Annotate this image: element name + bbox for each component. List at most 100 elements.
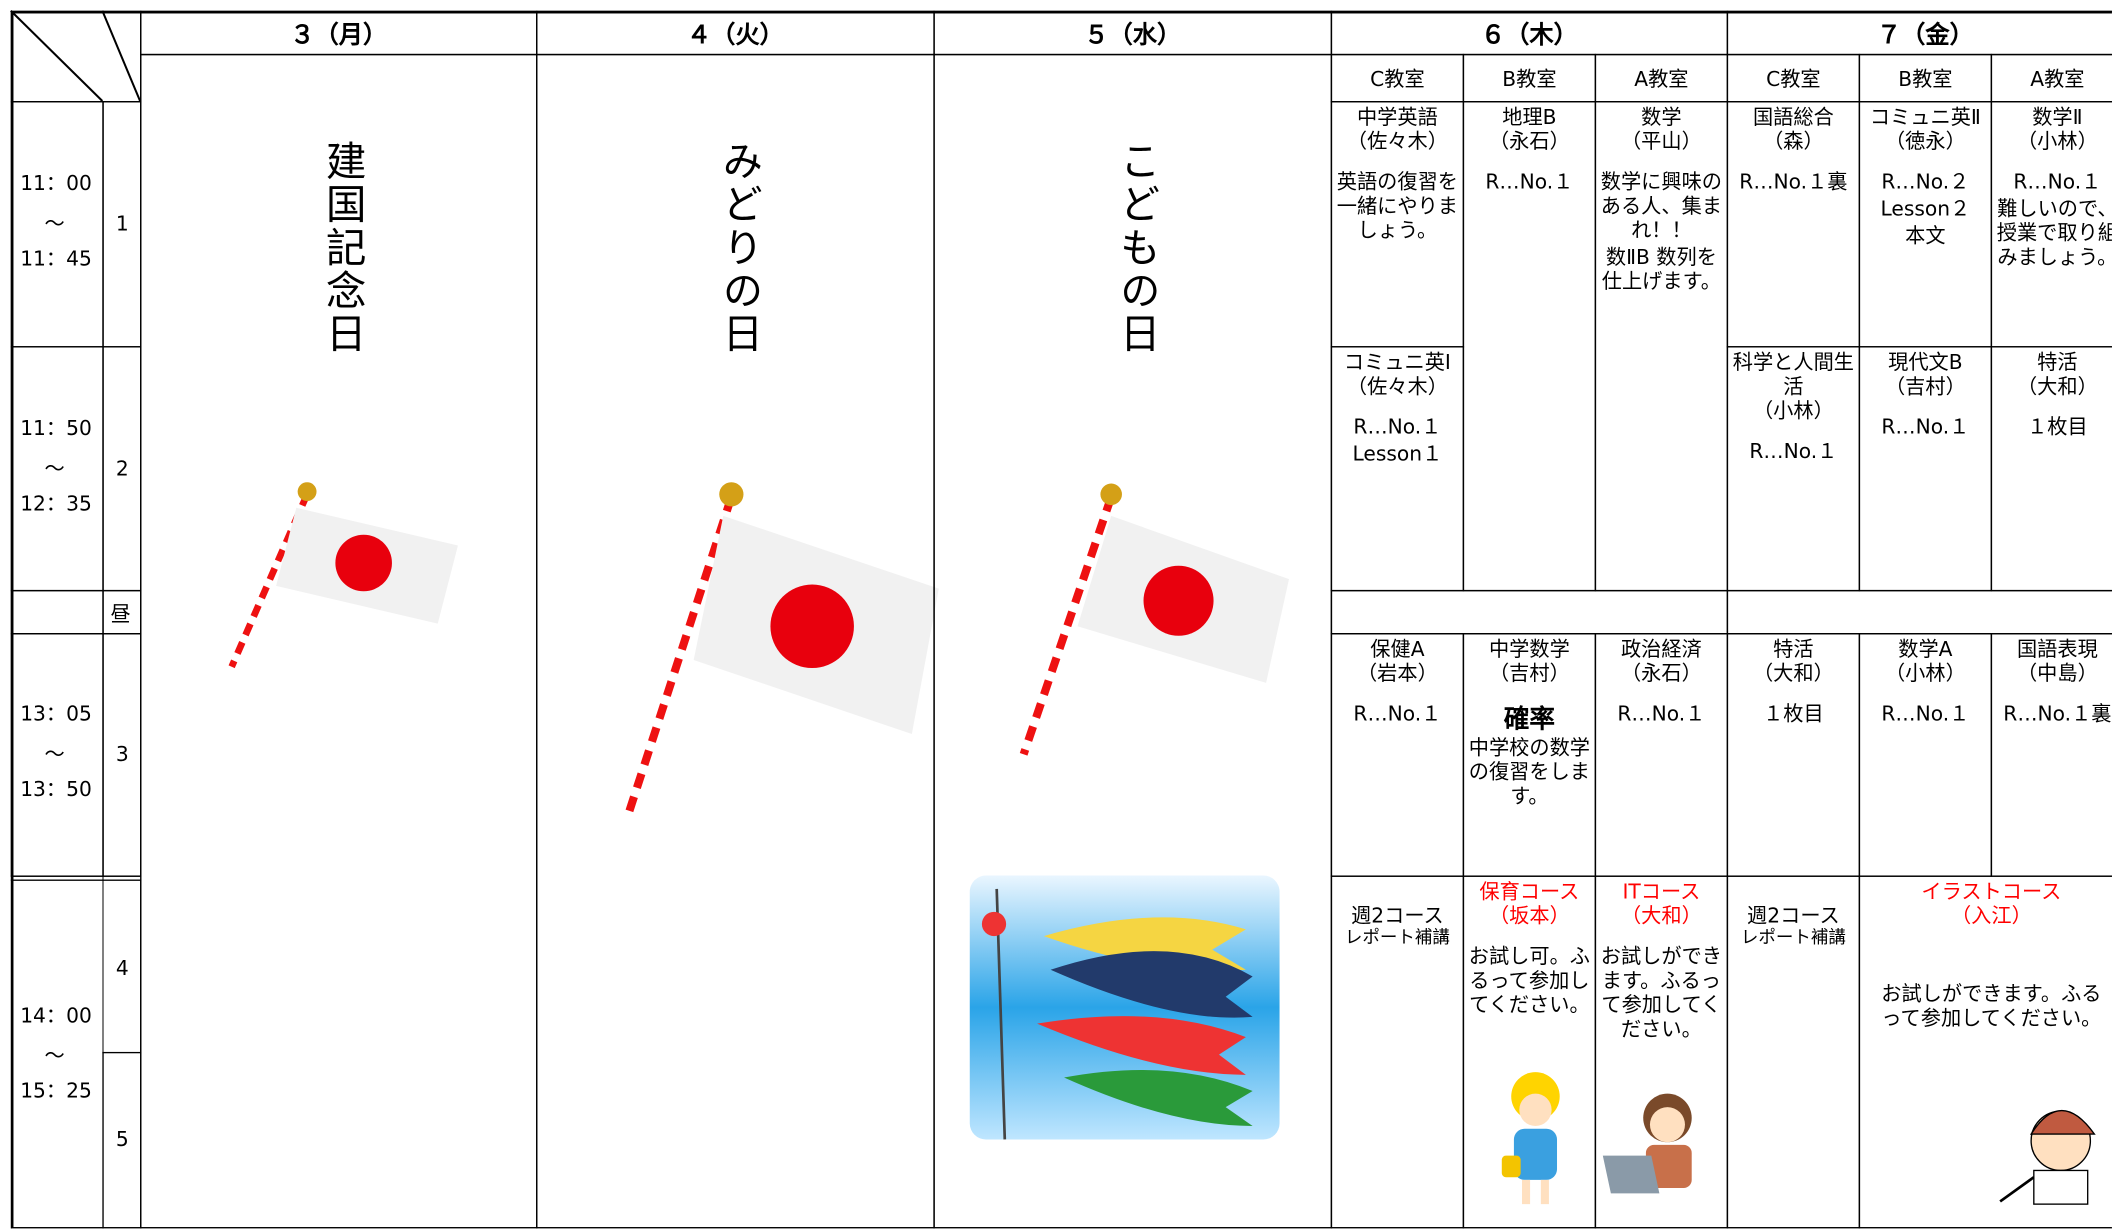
note: R…No.１ bbox=[1485, 169, 1574, 194]
class-cell: 政治経済 （永石） R…No.１ bbox=[1594, 633, 1729, 877]
day-header: ７（金） bbox=[1726, 10, 2112, 56]
note: R…No.１ bbox=[2013, 169, 2102, 194]
teacher: （永石） bbox=[1620, 661, 1702, 686]
lunch-time-cell bbox=[10, 589, 104, 635]
teacher: （徳永） bbox=[1884, 129, 1966, 154]
subject: 科学と人間生活 bbox=[1732, 350, 1855, 399]
note: 難しいので、授業で取り組みましょう。 bbox=[1996, 196, 2112, 270]
class-cell: コミュニ英Ⅰ （佐々木） R…No.１ Lesson１ bbox=[1330, 346, 1465, 592]
note: 週2コース bbox=[1351, 903, 1444, 929]
class-cell: 中学英語 （佐々木） 英語の復習を一緒にやりましょう。 bbox=[1330, 101, 1465, 348]
time-cell: 13：05 ～ 13：50 bbox=[10, 633, 104, 877]
teacher: （小林） bbox=[2016, 129, 2098, 154]
subject: 数学Ⅱ bbox=[2032, 105, 2083, 130]
time-cell: 11：00 ～ 11：45 bbox=[10, 101, 104, 348]
subject: コミュニ英Ⅰ bbox=[1343, 350, 1451, 375]
subject: 特活 bbox=[1773, 637, 1814, 662]
teacher: （平山） bbox=[1620, 129, 1702, 154]
note: お試しができます。ふるって参加してください。 bbox=[1600, 944, 1723, 1042]
teacher: （吉村） bbox=[1488, 661, 1570, 686]
corner-diagonals bbox=[10, 10, 142, 102]
lunch-gap bbox=[1330, 589, 1729, 635]
time-tilde: ～ bbox=[44, 211, 65, 236]
topic: 確率 bbox=[1503, 704, 1555, 735]
class-cell: 週2コース レポート補講 bbox=[1330, 875, 1465, 1229]
period-cell: 3 bbox=[102, 633, 142, 877]
subject: ITコース bbox=[1622, 879, 1701, 904]
teacher: （佐々木） bbox=[1346, 374, 1448, 399]
class-cell: 特活 （大和） １枚目 bbox=[1990, 346, 2112, 592]
room-header: A教室 bbox=[1990, 53, 2112, 103]
teacher: （大和） bbox=[1620, 903, 1702, 929]
teacher: （大和） bbox=[2016, 374, 2098, 399]
teacher: （小林） bbox=[1752, 398, 1834, 423]
note: R…No.２ bbox=[1881, 169, 1970, 194]
note: お試し可。ふるって参加してください。 bbox=[1468, 944, 1591, 1017]
class-cell: 国語表現 （中島） R…No.１裏 bbox=[1990, 633, 2112, 877]
room-header: B教室 bbox=[1858, 53, 1993, 103]
subject: 地理B bbox=[1502, 105, 1557, 130]
teacher: （佐々木） bbox=[1346, 129, 1448, 154]
flag-illustration bbox=[625, 482, 939, 814]
class-cell: 週2コース レポート補講 bbox=[1726, 875, 1861, 1229]
teacher: （坂本） bbox=[1488, 903, 1570, 929]
time-end: 11：45 bbox=[20, 246, 92, 271]
subject: 数学 bbox=[1641, 105, 1682, 130]
holiday-name: 建国記念日 bbox=[317, 140, 366, 356]
time-end: 13：50 bbox=[20, 777, 92, 802]
koinobori-illustration bbox=[969, 875, 1280, 1140]
child-illustration bbox=[1501, 1072, 1560, 1205]
teacher: （永石） bbox=[1488, 129, 1570, 154]
day-header: ３（月） bbox=[140, 10, 538, 56]
time-tilde: ～ bbox=[44, 742, 65, 767]
teacher: （入江） bbox=[1950, 903, 2032, 929]
subject: 国語総合 bbox=[1752, 105, 1834, 130]
note: 数学に興味のある人、集まれ！！ bbox=[1600, 169, 1723, 243]
time-start: 13：05 bbox=[20, 701, 92, 726]
note: R…No.１ bbox=[1617, 701, 1706, 726]
class-cell: 保育コース （坂本） お試し可。ふるって参加してください。 bbox=[1462, 875, 1597, 1229]
subject: 数学A bbox=[1898, 637, 1953, 662]
class-cell: 中学数学 （吉村） 確率 中学校の数学の復習をします。 bbox=[1462, 633, 1597, 877]
time-cell: 11：50 ～ 12：35 bbox=[10, 346, 104, 592]
class-cell: 科学と人間生活 （小林） R…No.１ bbox=[1726, 346, 1861, 592]
subject: イラストコース bbox=[1921, 879, 2062, 904]
note: 数ⅡB 数列を仕上げます。 bbox=[1601, 245, 1722, 294]
note: 本文 bbox=[1905, 223, 1946, 248]
computer-illustration bbox=[1602, 1093, 1692, 1194]
time-start: 11：50 bbox=[20, 415, 92, 440]
class-cell: 保健A （岩本） R…No.１ bbox=[1330, 633, 1465, 877]
time-tilde: ～ bbox=[44, 455, 65, 481]
note: レポート補講 bbox=[1344, 928, 1450, 949]
note: 英語の復習を一緒にやりましょう。 bbox=[1336, 169, 1459, 243]
class-cell: 数学A （小林） R…No.１ bbox=[1858, 633, 1993, 877]
teacher: （大和） bbox=[1752, 661, 1834, 686]
time-start: 11：00 bbox=[20, 171, 92, 196]
note: R…No.１ bbox=[1749, 439, 1838, 464]
table-frame bbox=[10, 10, 2112, 1229]
subject: 政治経済 bbox=[1620, 637, 1702, 662]
lunch-cell: 昼 bbox=[102, 589, 142, 635]
room-header: B教室 bbox=[1462, 53, 1597, 103]
note: R…No.１ bbox=[1881, 701, 1970, 726]
subject: 保健A bbox=[1370, 637, 1425, 662]
teacher: （小林） bbox=[1884, 661, 1966, 686]
time-end: 15：25 bbox=[20, 1078, 92, 1104]
holiday-name: こどもの日 bbox=[1111, 140, 1160, 356]
note: お試しができます。ふるって参加してください。 bbox=[1881, 981, 2102, 1031]
period-number: 3 bbox=[115, 742, 129, 767]
room-header: A教室 bbox=[1594, 53, 1729, 103]
class-cell: イラストコース （入江） お試しができます。ふるって参加してください。 bbox=[1858, 875, 2112, 1229]
holiday-name: みどりの日 bbox=[714, 140, 762, 356]
note: １枚目 bbox=[2027, 414, 2088, 440]
note: 中学校の数学の復習をします。 bbox=[1468, 735, 1591, 808]
subject: 中学英語 bbox=[1356, 105, 1438, 130]
note: Lesson１ bbox=[1352, 441, 1443, 467]
subject: コミュニ英Ⅱ bbox=[1869, 105, 1981, 130]
subject: 国語表現 bbox=[2016, 637, 2098, 662]
note: Lesson２ bbox=[1880, 196, 1971, 221]
note: R…No.１裏 bbox=[1739, 169, 1848, 194]
class-cell: 現代文B （吉村） R…No.１ bbox=[1858, 346, 1993, 592]
